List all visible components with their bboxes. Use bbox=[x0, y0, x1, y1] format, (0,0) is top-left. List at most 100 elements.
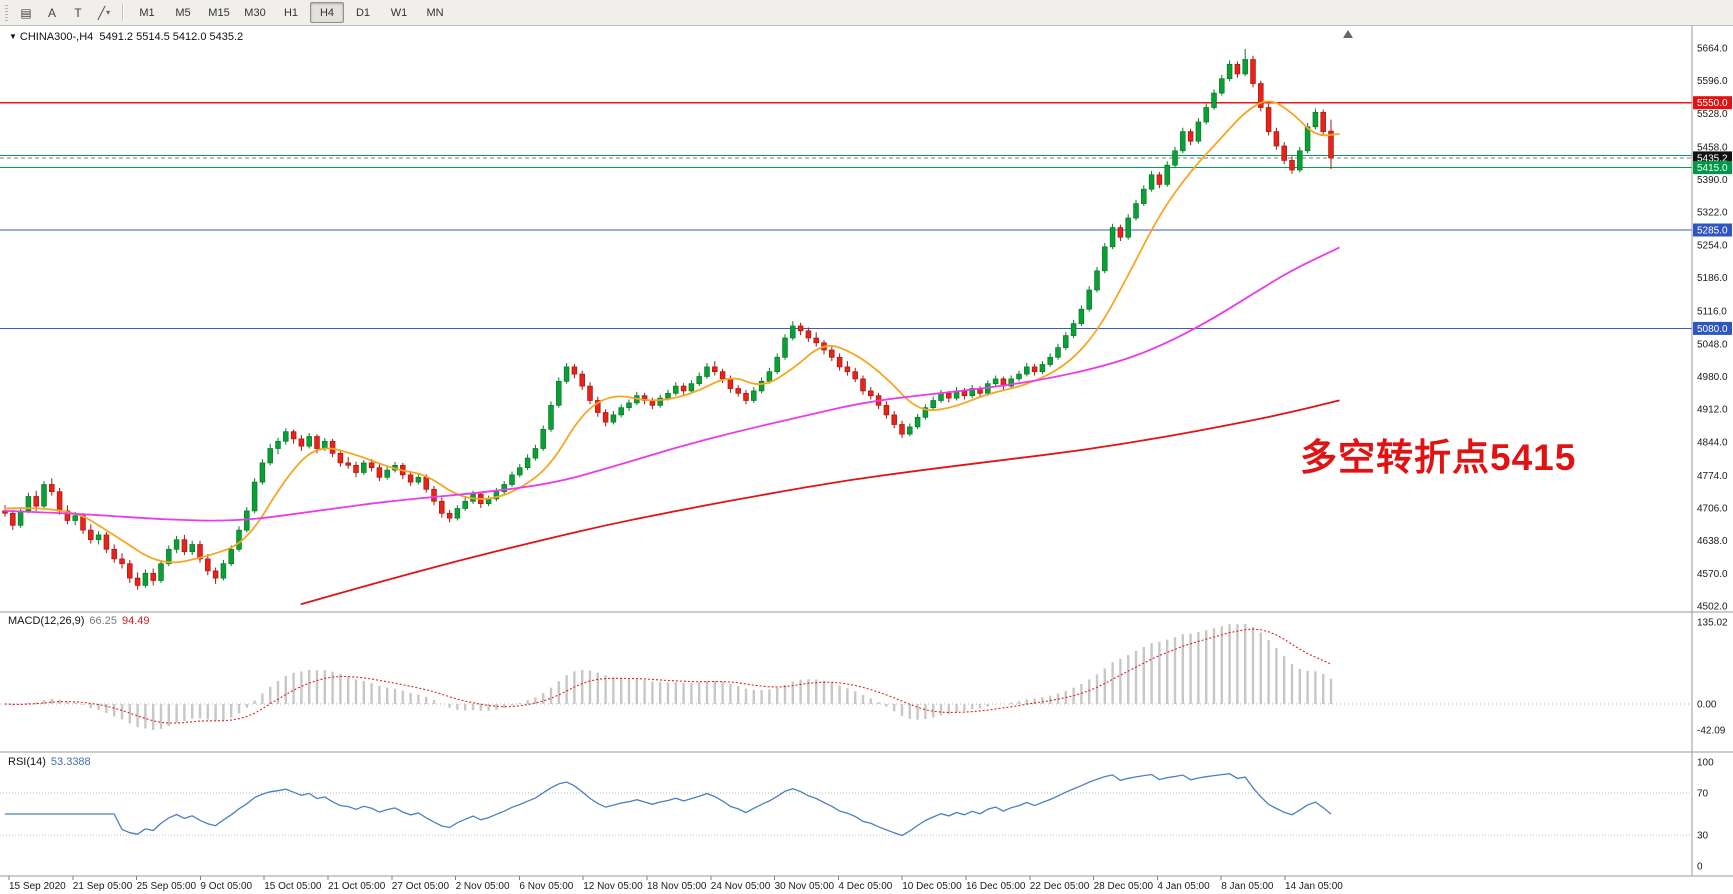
candle bbox=[88, 529, 94, 541]
timeframe-button-m5[interactable]: M5 bbox=[175, 6, 191, 19]
candle bbox=[329, 440, 336, 454]
candle bbox=[891, 414, 897, 425]
macd-panel[interactable] bbox=[0, 612, 1692, 752]
time-axis[interactable] bbox=[0, 876, 1733, 894]
candle bbox=[571, 366, 578, 375]
candle bbox=[680, 385, 687, 392]
candle bbox=[181, 539, 188, 553]
timeframe-button-h4[interactable]: H4 bbox=[310, 2, 344, 23]
time-axis-label: 15 Sep 2020 bbox=[9, 881, 66, 892]
candle bbox=[907, 426, 913, 435]
candle bbox=[696, 376, 702, 385]
candle bbox=[158, 563, 164, 581]
candle bbox=[345, 462, 351, 466]
macd-axis-label: -42.09 bbox=[1697, 726, 1726, 737]
timeframe-button-d1[interactable]: D1 bbox=[355, 6, 371, 19]
rsi-axis-label: 100 bbox=[1697, 758, 1714, 769]
price-tag bbox=[1693, 223, 1732, 237]
main-chart-panel[interactable] bbox=[0, 26, 1692, 612]
candle bbox=[829, 349, 835, 358]
time-axis-label: 4 Dec 05:00 bbox=[838, 881, 892, 892]
candle bbox=[314, 436, 320, 449]
candle bbox=[719, 371, 726, 380]
ma-mid-line bbox=[4, 246, 1340, 522]
candle bbox=[1109, 227, 1116, 248]
candle bbox=[493, 491, 500, 500]
price-axis-label: 5254.0 bbox=[1697, 240, 1728, 251]
candle bbox=[1016, 373, 1022, 380]
candle bbox=[579, 373, 585, 387]
chart-collapse-icon[interactable]: ▼ bbox=[9, 32, 17, 41]
candle bbox=[602, 412, 609, 423]
charts-list-tool-button[interactable]: ▤ bbox=[20, 5, 32, 20]
candle bbox=[766, 371, 773, 382]
candle bbox=[922, 407, 929, 418]
time-axis-label: 8 Jan 05:00 bbox=[1221, 881, 1274, 892]
chart-shift-marker-icon[interactable] bbox=[1343, 30, 1353, 38]
candle bbox=[595, 400, 601, 413]
toolbar-grip[interactable] bbox=[5, 4, 8, 21]
timeframe-button-h1[interactable]: H1 bbox=[283, 6, 299, 19]
candle bbox=[532, 448, 539, 459]
trendline-tool-button[interactable]: ╱ ▾ bbox=[97, 5, 111, 20]
candle bbox=[704, 366, 710, 377]
candle bbox=[1234, 63, 1241, 75]
time-axis-label: 21 Sep 05:00 bbox=[73, 881, 133, 892]
candle bbox=[150, 572, 156, 581]
rsi-value: 53.3388 bbox=[50, 756, 91, 768]
candle bbox=[376, 467, 383, 478]
candle bbox=[883, 404, 890, 416]
candle bbox=[423, 476, 429, 490]
text-tool-tool-button[interactable]: T bbox=[74, 5, 82, 20]
ma-slow-line bbox=[300, 399, 1340, 605]
timeframe-button-m15[interactable]: M15 bbox=[208, 6, 230, 19]
candle bbox=[361, 462, 367, 473]
hlines-layer[interactable] bbox=[0, 102, 1692, 329]
price-axis-label: 4912.0 bbox=[1697, 405, 1728, 416]
dropdown-chevron-icon[interactable]: ▾ bbox=[106, 8, 111, 17]
time-axis-label: 24 Nov 05:00 bbox=[711, 881, 771, 892]
price-axis-label: 4844.0 bbox=[1697, 437, 1728, 448]
candle bbox=[1226, 63, 1233, 80]
candle bbox=[407, 474, 414, 483]
candle bbox=[1328, 130, 1334, 159]
price-axis-label: 5116.0 bbox=[1697, 307, 1727, 318]
candle bbox=[439, 500, 445, 514]
time-axis-label: 21 Oct 05:00 bbox=[328, 881, 386, 892]
time-axis-label: 27 Oct 05:00 bbox=[392, 881, 450, 892]
text-label-tool-button[interactable]: A bbox=[47, 5, 56, 20]
rsi-panel[interactable] bbox=[0, 752, 1692, 876]
candle bbox=[259, 462, 266, 483]
candle bbox=[228, 548, 234, 565]
candle bbox=[446, 512, 453, 519]
candle bbox=[454, 508, 461, 519]
candle bbox=[25, 496, 32, 512]
candle bbox=[1164, 164, 1170, 185]
timeframe-button-w1[interactable]: W1 bbox=[390, 6, 408, 19]
price-axis-label: 5322.0 bbox=[1697, 208, 1728, 219]
timeframe-button-m1[interactable]: M1 bbox=[139, 6, 155, 19]
candle bbox=[33, 496, 39, 507]
candle bbox=[1156, 174, 1163, 185]
candle bbox=[860, 378, 866, 392]
price-axis-label: 4502.0 bbox=[1697, 602, 1728, 613]
candle bbox=[688, 383, 695, 392]
candle bbox=[142, 572, 149, 586]
candle bbox=[727, 378, 734, 389]
time-axis-label: 22 Dec 05:00 bbox=[1030, 881, 1090, 892]
rsi-axis-label: 30 bbox=[1697, 830, 1709, 841]
candle bbox=[127, 563, 133, 579]
candles-layer bbox=[2, 49, 1334, 590]
price-axis-label: 4774.0 bbox=[1697, 471, 1728, 482]
rsi-indicator-label: RSI(14) 53.3388 bbox=[8, 756, 91, 768]
candle bbox=[283, 431, 289, 442]
timeframe-button-m30[interactable]: M30 bbox=[244, 6, 266, 19]
price-tag-label: 5080.0 bbox=[1697, 324, 1728, 335]
price-axis-label: 4638.0 bbox=[1697, 536, 1728, 547]
candle bbox=[290, 431, 297, 440]
candle bbox=[415, 476, 422, 483]
candle bbox=[969, 388, 975, 397]
price-axis-label: 5664.0 bbox=[1697, 44, 1728, 55]
timeframe-button-mn[interactable]: MN bbox=[426, 6, 444, 19]
